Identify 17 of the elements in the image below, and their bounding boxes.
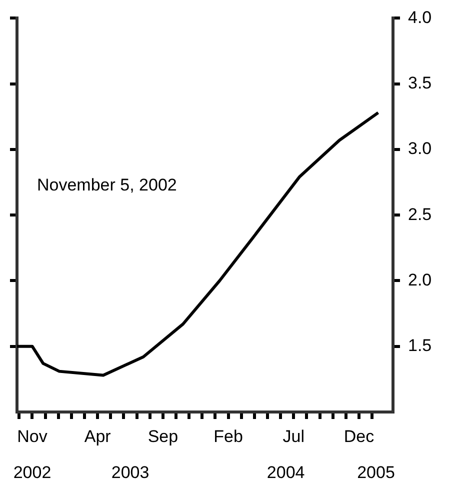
x-tick-label: Apr [84,426,112,446]
x-tick-label: Dec [344,426,375,446]
x-tick-label: Jul [282,426,305,446]
y-tick-label: 2.0 [408,270,432,290]
y-tick-label: 3.0 [408,139,432,158]
x-tick-label: Feb [214,426,243,446]
x-tick-label: Nov [17,426,48,446]
x2-tick-label: 2004 [266,462,305,482]
annotation: November 5, 2002 [37,175,177,194]
y-tick-label: 3.5 [408,74,432,93]
y-tick-label: 4.0 [408,8,432,27]
x2-tick-label: 2002 [13,462,52,482]
x2-tick-label: 2005 [357,462,395,482]
y-tick-label: 2.5 [408,204,432,224]
y-tick-label: 1.5 [408,336,432,356]
x-tick-label: Sep [148,426,178,446]
x2-tick-label: 2003 [111,462,150,482]
